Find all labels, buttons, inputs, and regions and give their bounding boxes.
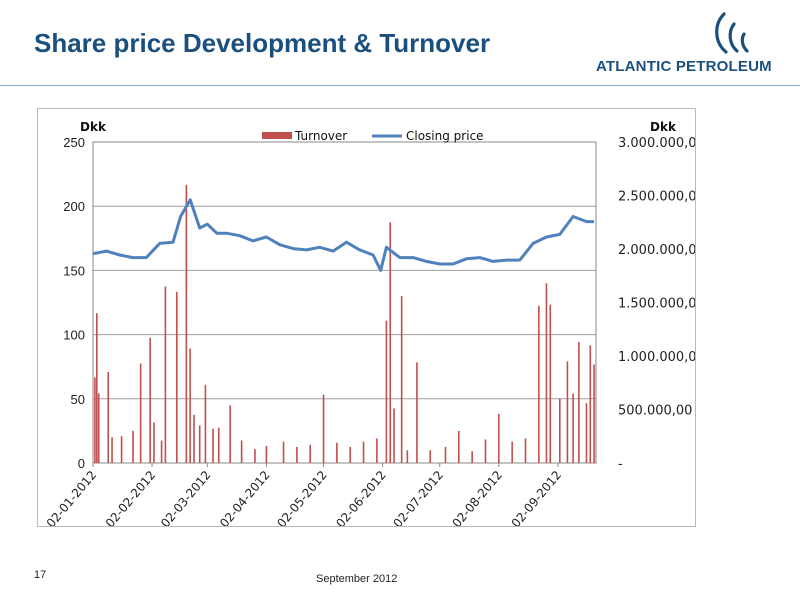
turnover-bar [484, 439, 487, 463]
right-tick-label: 1.000.000,00 [618, 350, 695, 365]
x-tick-label: 02-09-2012 [509, 468, 565, 526]
right-tick-label: 3.000.000,00 [618, 136, 695, 151]
turnover-bar [524, 438, 527, 463]
turnover-bar [400, 296, 403, 463]
turnover-bar [309, 444, 312, 463]
right-tick-label: 1.500.000,00 [618, 297, 695, 312]
turnover-bar [296, 446, 298, 463]
turnover-bar [406, 450, 409, 463]
turnover-bar [193, 414, 195, 463]
turnover-bar [254, 449, 256, 463]
turnover-bar [153, 422, 155, 463]
turnover-bar [498, 413, 500, 463]
turnover-bar [589, 345, 592, 463]
left-tick-label: 100 [63, 328, 85, 343]
right-tick-label: 2.000.000,00 [618, 243, 695, 258]
turnover-bar [444, 446, 447, 463]
left-tick-label: 150 [63, 263, 85, 278]
turnover-bar [566, 361, 569, 463]
turnover-bar [176, 291, 178, 463]
turnover-bar [189, 348, 191, 463]
x-tick-label: 02-02-2012 [103, 468, 159, 526]
turnover-bar [322, 394, 325, 463]
turnover-bar [282, 441, 285, 463]
turnover-bar [538, 305, 540, 463]
left-tick-label: 0 [78, 456, 85, 471]
turnover-bar [120, 436, 123, 463]
atlantic-petroleum-logo [715, 12, 749, 54]
turnover-bar [549, 304, 552, 463]
turnover-bar [471, 451, 473, 463]
share-price-turnover-chart: 0 50 100 150 200 250 - 500.000,00 1.000.000,00 1.… [44, 120, 695, 526]
turnover-bar [511, 441, 513, 463]
right-tick-label: 2.500.000,00 [618, 190, 695, 205]
closing-price-line [92, 198, 595, 272]
x-tick-label: 02-03-2012 [158, 468, 214, 526]
turnover-bar [572, 393, 574, 463]
turnover-bar [349, 446, 352, 463]
page-number: 17 [34, 569, 47, 581]
turnover-bar [545, 283, 548, 463]
right-axis-unit-label: Dkk [650, 120, 677, 134]
legend-swatch-turnover [262, 132, 292, 139]
turnover-bar [111, 437, 113, 463]
title-divider [0, 85, 800, 86]
turnover-bar [416, 362, 418, 463]
x-tick-label: 02-08-2012 [450, 468, 506, 526]
turnover-bar [393, 408, 395, 463]
right-tick-label: 500.000,00 [618, 404, 692, 419]
chart-frame: 0 50 100 150 200 250 - 500.000,00 1.000.000,00 1.… [37, 108, 696, 527]
turnover-bar [97, 393, 100, 463]
turnover-bar [96, 313, 98, 463]
turnover-bar [376, 438, 378, 463]
turnover-bar [458, 430, 460, 463]
left-tick-label: 250 [63, 135, 85, 150]
turnover-bar [107, 372, 110, 463]
x-tick-label: 02-05-2012 [274, 468, 330, 526]
legend-label-closing-price: Closing price [406, 129, 484, 143]
page-title: Share price Development & Turnover [34, 28, 491, 58]
turnover-bar [429, 450, 432, 463]
turnover-bar [212, 428, 214, 463]
logo-text: ATLANTIC PETROLEUM [596, 58, 772, 75]
turnover-bar [389, 222, 392, 463]
turnover-bar [160, 440, 163, 463]
left-tick-label: 50 [71, 392, 85, 407]
turnover-bar [204, 384, 207, 463]
legend-label-turnover: Turnover [294, 129, 347, 143]
turnover-bar [385, 320, 388, 463]
turnover-bar [265, 445, 268, 463]
x-tick-label: 02-07-2012 [391, 468, 447, 526]
turnover-bar [593, 364, 595, 463]
turnover-bar [336, 442, 338, 463]
turnover-bar [132, 430, 134, 463]
x-tick-label: 02-04-2012 [217, 468, 273, 526]
turnover-bar [198, 425, 201, 463]
right-tick-label: - [618, 457, 623, 472]
turnover-bar [149, 337, 151, 463]
x-tick-label: 02-06-2012 [333, 468, 389, 526]
turnover-bar [240, 440, 243, 463]
left-axis-unit-label: Dkk [80, 120, 107, 134]
turnover-bar [164, 286, 167, 463]
turnover-bar [229, 405, 231, 463]
plot-area-border [92, 141, 597, 464]
turnover-bar [185, 184, 188, 464]
turnover-bar [558, 398, 561, 463]
turnover-bar [362, 441, 365, 463]
turnover-bar [139, 363, 142, 463]
x-tick-label: 02-01-2012 [44, 468, 100, 526]
turnover-bar [585, 403, 588, 463]
turnover-bar [217, 427, 220, 463]
left-tick-label: 200 [63, 199, 85, 214]
footer-date: September 2012 [316, 573, 398, 585]
turnover-bar [578, 342, 580, 463]
turnover-bar [94, 377, 96, 463]
